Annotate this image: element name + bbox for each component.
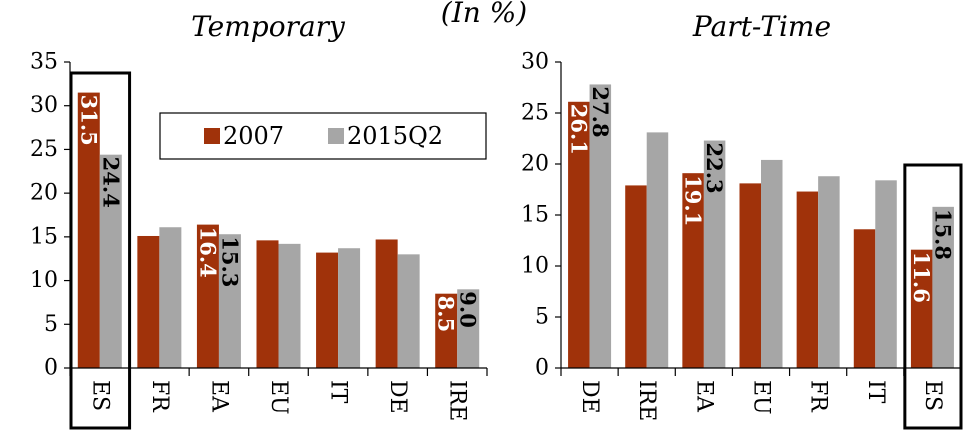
bar-ea-2007 bbox=[196, 224, 219, 368]
legend-swatch-2015q2 bbox=[328, 128, 344, 144]
data-label-es-2007: 11.6 bbox=[909, 252, 934, 303]
bar-eu-2007 bbox=[739, 183, 761, 368]
bar-it-2007 bbox=[316, 252, 339, 368]
bar-fr-2015q2 bbox=[159, 227, 182, 368]
x-category-label-fr: FR bbox=[806, 380, 831, 413]
bar-fr-2015q2 bbox=[818, 176, 840, 368]
bar-eu-2015q2 bbox=[278, 243, 301, 368]
bar-fr-2007 bbox=[796, 191, 819, 368]
y-tick-label: 0 bbox=[44, 356, 58, 381]
x-category-label-eu: EU bbox=[749, 380, 774, 415]
bar-es-2015q2 bbox=[932, 206, 954, 368]
chart-title-0: Temporary bbox=[191, 10, 346, 43]
y-tick-label: 30 bbox=[30, 93, 58, 118]
x-category-label-ire: IRE bbox=[445, 380, 470, 421]
y-tick-label: 10 bbox=[30, 268, 58, 293]
y-tick-label: 20 bbox=[521, 152, 549, 177]
legend-label-2015q2: 2015Q2 bbox=[347, 122, 443, 150]
bar-ire-2015q2 bbox=[457, 289, 480, 368]
bar-ire-2015q2 bbox=[646, 132, 669, 368]
legend-label-2007: 2007 bbox=[223, 122, 284, 150]
x-category-label-ire: IRE bbox=[634, 380, 659, 421]
data-label-de-2015q2: 27.8 bbox=[588, 86, 613, 137]
x-category-label-it: IT bbox=[863, 380, 888, 404]
x-category-label-es: ES bbox=[87, 380, 112, 411]
bar-fr-2007 bbox=[137, 235, 160, 368]
x-category-label-de: DE bbox=[577, 380, 602, 414]
data-label-es-2015q2: 24.4 bbox=[98, 157, 123, 208]
bar-es-2007 bbox=[77, 92, 100, 368]
x-category-label-fr: FR bbox=[147, 380, 172, 413]
bar-ire-2007 bbox=[625, 185, 647, 368]
bar-eu-2015q2 bbox=[761, 159, 783, 368]
bar-it-2015q2 bbox=[875, 180, 897, 368]
y-tick-label: 20 bbox=[30, 181, 58, 206]
bar-de-2015q2 bbox=[589, 84, 612, 368]
bar-es-2015q2 bbox=[99, 154, 122, 368]
y-tick-label: 30 bbox=[521, 50, 549, 75]
data-label-de-2007: 26.1 bbox=[566, 104, 591, 155]
data-label-ire-2015q2: 9.0 bbox=[456, 291, 481, 328]
highlight-box-es bbox=[69, 71, 132, 430]
data-label-ea-2015q2: 15.3 bbox=[217, 236, 242, 287]
x-category-label-ea: EA bbox=[206, 380, 231, 413]
data-label-ea-2007: 19.1 bbox=[681, 175, 706, 226]
bar-ea-2015q2 bbox=[218, 234, 241, 368]
bar-es-2007 bbox=[910, 249, 933, 368]
data-label-ea-2007: 16.4 bbox=[195, 227, 220, 278]
bar-it-2007 bbox=[853, 229, 876, 368]
x-category-label-de: DE bbox=[385, 380, 410, 414]
y-tick-label: 15 bbox=[521, 203, 549, 228]
bar-de-2007 bbox=[568, 101, 590, 368]
legend-swatch-2007 bbox=[204, 128, 220, 144]
figure-title: (In %) bbox=[441, 0, 527, 29]
x-category-label-it: IT bbox=[326, 380, 351, 404]
data-label-es-2007: 31.5 bbox=[76, 95, 101, 146]
data-label-es-2015q2: 15.8 bbox=[931, 209, 956, 260]
bar-de-2015q2 bbox=[397, 254, 420, 368]
x-category-label-eu: EU bbox=[266, 380, 291, 415]
bar-ire-2007 bbox=[435, 293, 458, 368]
y-tick-label: 10 bbox=[521, 254, 549, 279]
bar-eu-2007 bbox=[256, 240, 279, 368]
data-label-ea-2015q2: 22.3 bbox=[702, 143, 727, 194]
data-label-ire-2007: 8.5 bbox=[434, 296, 459, 333]
y-tick-label: 0 bbox=[535, 356, 549, 381]
y-tick-label: 5 bbox=[44, 312, 58, 337]
bar-ea-2015q2 bbox=[703, 140, 726, 368]
chart-title-1: Part-Time bbox=[692, 10, 831, 43]
x-category-label-ea: EA bbox=[691, 380, 716, 413]
x-category-label-es: ES bbox=[920, 380, 945, 411]
y-tick-label: 35 bbox=[30, 50, 58, 75]
highlight-box-es bbox=[903, 163, 963, 430]
y-tick-label: 25 bbox=[521, 101, 549, 126]
y-tick-label: 25 bbox=[30, 137, 58, 162]
bar-it-2015q2 bbox=[338, 248, 361, 368]
y-tick-label: 15 bbox=[30, 224, 58, 249]
bar-de-2007 bbox=[375, 239, 398, 368]
bar-ea-2007 bbox=[682, 173, 704, 368]
y-tick-label: 5 bbox=[535, 305, 549, 330]
